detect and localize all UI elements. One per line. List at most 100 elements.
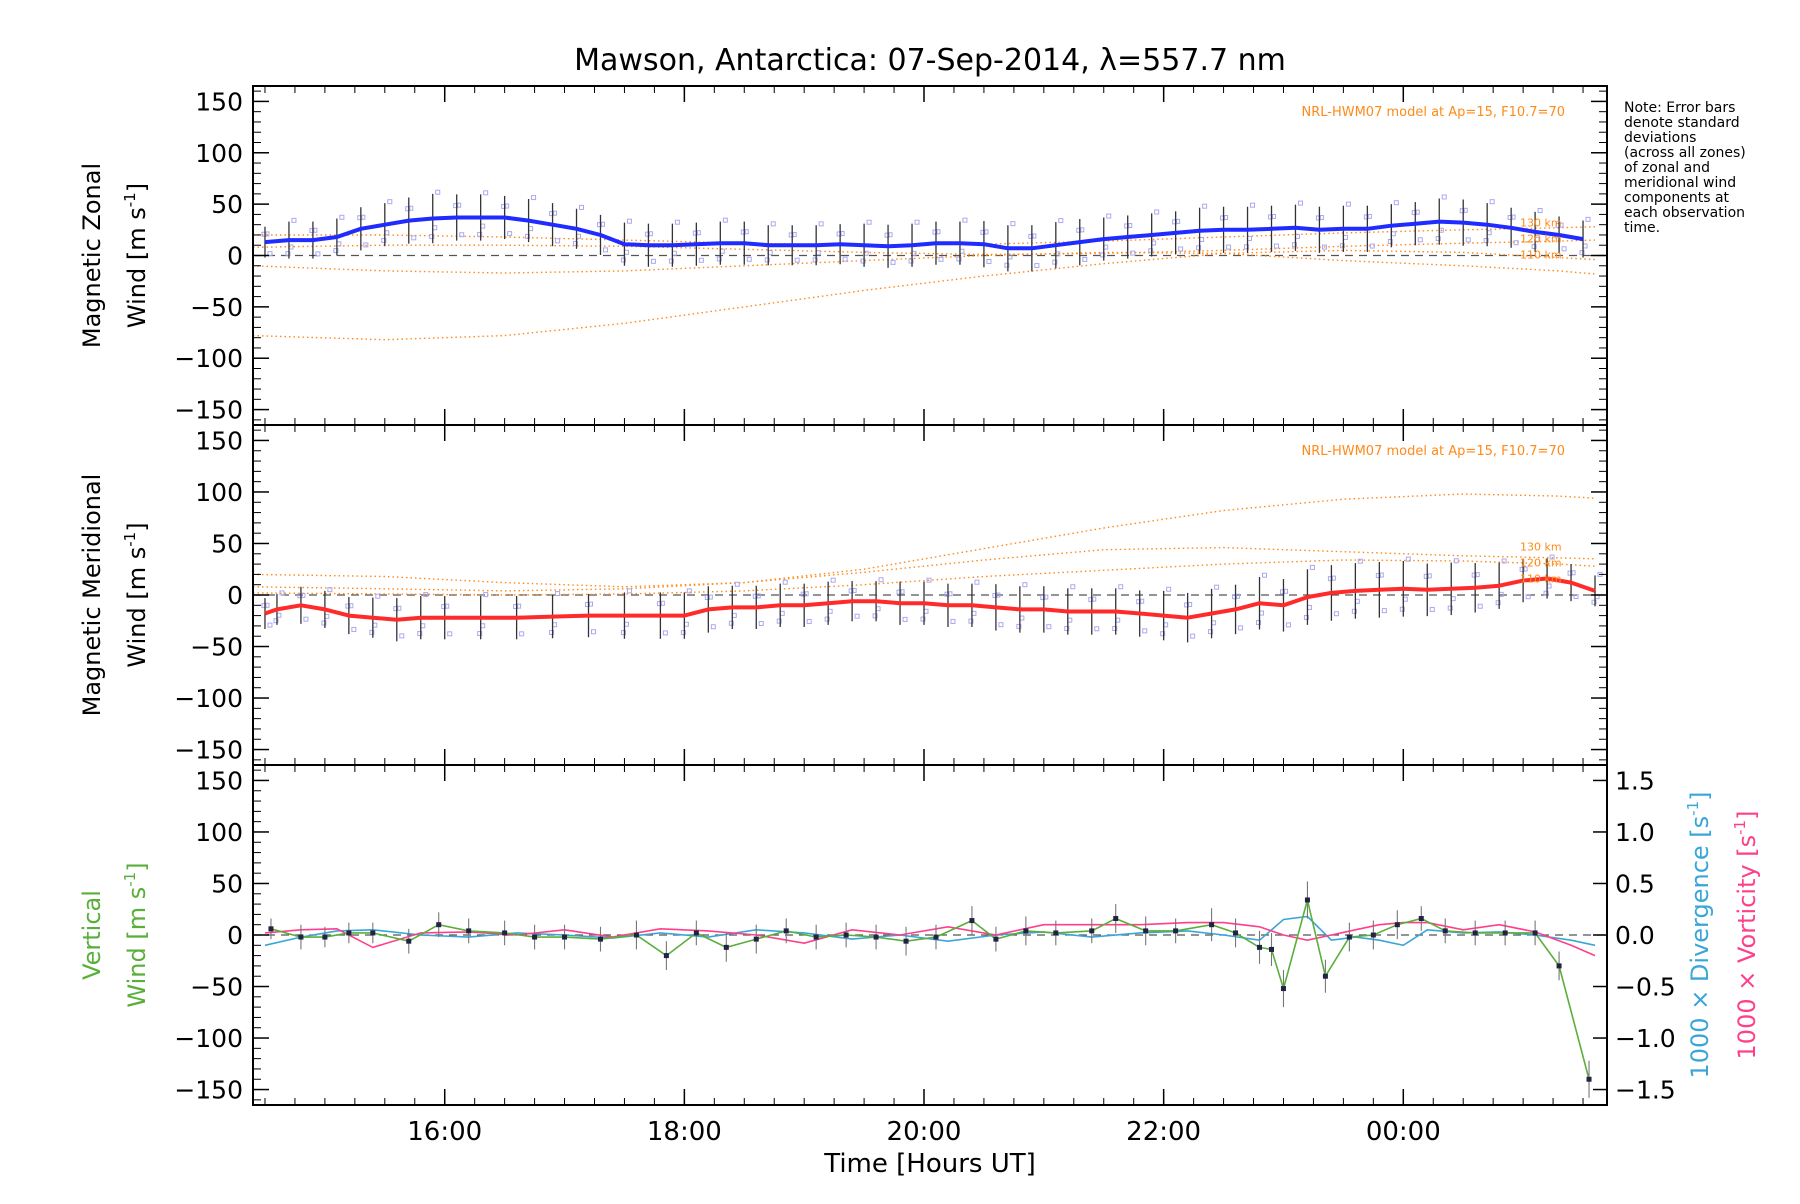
zone-marker [1441, 194, 1447, 200]
zone-marker [710, 624, 716, 630]
zone-marker [818, 221, 824, 227]
note-line: deviations [1624, 130, 1696, 146]
zone-marker [1381, 608, 1387, 614]
zone-marker [423, 592, 429, 598]
vertical-point [370, 930, 376, 936]
zone-marker [920, 616, 926, 622]
zone-marker [1297, 200, 1303, 206]
zone-marker [986, 258, 992, 264]
zone-marker [555, 591, 561, 597]
vertical-point [993, 936, 999, 942]
zone-marker [1094, 626, 1100, 632]
vorticity-axis-end: ] [1733, 811, 1761, 820]
panel-meridional: NRL-HWM07 model at Ap=15, F10.7=70 130 km… [78, 424, 1608, 766]
zone-marker [1555, 222, 1561, 228]
vertical-point [1257, 944, 1263, 950]
y-tick-label: −50 [190, 293, 243, 322]
vertical-point [502, 930, 508, 936]
zone-marker [417, 631, 423, 637]
zone-marker [716, 256, 722, 262]
zone-marker [363, 242, 369, 248]
zone-marker [1507, 214, 1513, 220]
zone-marker [339, 214, 345, 220]
zone-marker [932, 229, 938, 235]
zone-marker [1100, 252, 1106, 258]
zone-marker [1076, 227, 1082, 233]
zone-marker [1447, 605, 1453, 611]
zone-marker [1226, 244, 1232, 250]
vertical-point [633, 932, 639, 938]
zone-marker [782, 579, 788, 585]
vertical-point [1442, 928, 1448, 934]
zone-marker [722, 217, 728, 223]
zone-marker [483, 190, 489, 196]
vertical-point [1502, 930, 1508, 936]
zone-marker [1315, 215, 1321, 221]
panel-plot-area [253, 189, 1607, 341]
vorticity-axis-label: 1000 × Vorticity [s-1] [1731, 811, 1761, 1060]
panel-vertical: 1.5 1.0 0.5 0.0 −0.5 −1.0 −1.5 1000 × Divergenc… [78, 764, 1761, 1106]
vertical-point [1418, 916, 1424, 922]
zone-marker [746, 256, 752, 262]
note-line: denote standard [1624, 115, 1740, 131]
zone-marker [1321, 244, 1327, 250]
zone-marker [890, 259, 896, 265]
height-label: 110 km [1520, 249, 1562, 262]
vertical-point [1304, 897, 1310, 903]
zone-marker [1058, 218, 1064, 224]
zone-marker [1549, 554, 1555, 560]
zone-marker [1591, 599, 1597, 605]
zone-marker [285, 251, 291, 257]
zone-marker [1267, 214, 1273, 220]
zone-marker [1399, 606, 1405, 612]
vertical-point [562, 934, 568, 940]
zone-marker [1477, 603, 1483, 609]
zone-marker [501, 203, 507, 209]
zone-marker [806, 618, 812, 624]
vorticity-axis-text: 1000 × Vorticity [s [1733, 835, 1761, 1060]
zone-marker [1453, 558, 1459, 564]
zone-marker [1028, 233, 1034, 239]
zone-marker [728, 620, 734, 626]
zone-marker [830, 577, 836, 583]
zone-marker [405, 206, 411, 212]
zone-marker [1250, 202, 1256, 208]
zone-marker [884, 232, 890, 238]
zone-marker [1435, 236, 1441, 242]
zone-marker [519, 631, 525, 637]
zone-marker [620, 257, 626, 263]
zone-marker [1088, 597, 1094, 603]
zone-marker [650, 258, 656, 264]
ylabel-line2: Wind [m s-1] [121, 862, 151, 1007]
zone-marker [788, 232, 794, 238]
zone-marker [998, 622, 1004, 628]
vertical-point [436, 922, 442, 928]
zone-marker [1465, 237, 1471, 243]
zone-marker [740, 229, 746, 235]
note-line: (across all zones) [1624, 145, 1746, 161]
zone-marker [1064, 625, 1070, 631]
ylabel-end: ] [123, 522, 151, 531]
ylabel-end: ] [123, 183, 151, 192]
vertical-point [406, 938, 412, 944]
zone-marker [1429, 606, 1435, 612]
zone-marker [261, 231, 267, 237]
ylabel-line1: Magnetic Zonal [78, 163, 106, 348]
ylabel-end: ] [123, 862, 151, 871]
y-tick-label: −50 [190, 973, 243, 1002]
vertical-point [873, 934, 879, 940]
y-tick-label: 100 [195, 478, 243, 507]
zone-marker [351, 626, 357, 632]
zone-marker [1184, 602, 1190, 608]
zone-marker [1411, 210, 1417, 216]
zone-marker [1208, 629, 1214, 635]
zone-marker [644, 231, 650, 237]
zone-marker [1543, 590, 1549, 596]
zone-marker [1519, 566, 1525, 572]
vertical-point [663, 953, 669, 959]
y-tick-label: −150 [174, 396, 243, 425]
zone-marker [1369, 243, 1375, 249]
y-tick-label: 150 [195, 766, 243, 795]
right-tick-label: 1.5 [1615, 766, 1655, 795]
